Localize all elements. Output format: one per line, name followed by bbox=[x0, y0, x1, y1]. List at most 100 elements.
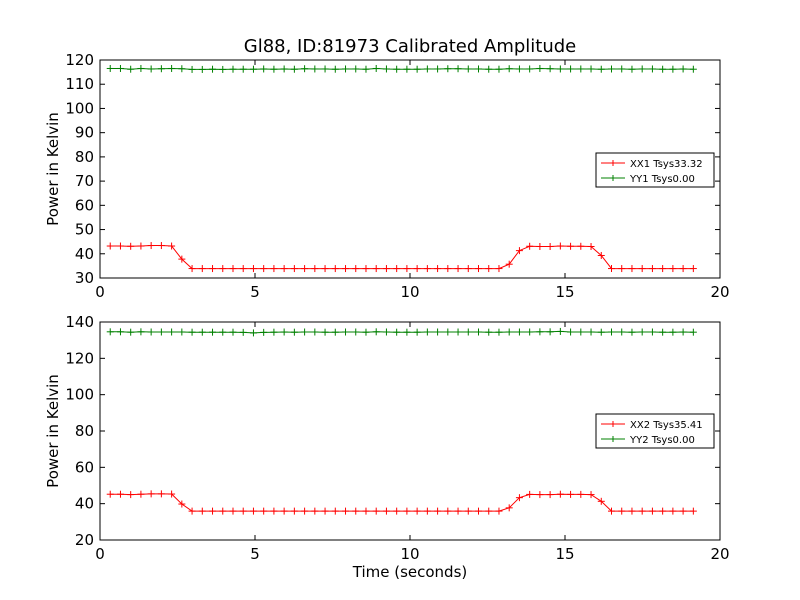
series-line bbox=[110, 330, 694, 334]
data-point bbox=[321, 507, 329, 515]
data-point bbox=[168, 242, 176, 250]
y-tick-label: 110 bbox=[65, 75, 94, 93]
data-point bbox=[280, 65, 288, 73]
data-point bbox=[454, 65, 462, 73]
data-point bbox=[515, 328, 523, 336]
series-xx2 bbox=[106, 490, 697, 515]
data-point bbox=[597, 497, 605, 505]
data-point bbox=[393, 328, 401, 336]
data-point bbox=[249, 507, 257, 515]
series-line bbox=[110, 67, 694, 70]
data-point bbox=[270, 265, 278, 273]
data-point bbox=[515, 247, 523, 255]
subplot-1: 0 5 10 15 20 30 40 50 60 70 80 90 100 110 120 Gl88, ID:… bbox=[44, 36, 730, 301]
data-point bbox=[577, 490, 585, 498]
data-point bbox=[372, 64, 380, 72]
data-point bbox=[342, 265, 350, 273]
x-tick-label: 15 bbox=[555, 545, 574, 563]
x-tick-label: 5 bbox=[250, 283, 260, 301]
data-point bbox=[342, 507, 350, 515]
data-point bbox=[556, 65, 564, 73]
data-point bbox=[393, 65, 401, 73]
data-point bbox=[608, 65, 615, 73]
data-point bbox=[444, 265, 452, 273]
data-point bbox=[290, 65, 298, 73]
legend-entry: YY1 Tsys0.00 bbox=[601, 174, 695, 185]
data-point bbox=[546, 491, 554, 499]
data-point bbox=[577, 242, 585, 250]
data-point bbox=[178, 65, 186, 73]
x-tick-label: 10 bbox=[400, 283, 419, 301]
data-point bbox=[116, 328, 124, 336]
data-point bbox=[689, 507, 697, 515]
data-point bbox=[423, 328, 431, 336]
data-point bbox=[127, 242, 135, 250]
data-point bbox=[423, 265, 431, 273]
data-point bbox=[157, 242, 165, 250]
data-point bbox=[618, 507, 626, 515]
data-point bbox=[198, 65, 206, 73]
legend-label: XX2 Tsys35.41 bbox=[630, 420, 703, 431]
data-point bbox=[587, 328, 595, 336]
data-point bbox=[475, 265, 483, 273]
data-point bbox=[260, 265, 268, 273]
data-point bbox=[464, 328, 472, 336]
data-point bbox=[608, 328, 615, 336]
data-point bbox=[638, 328, 646, 336]
data-point bbox=[116, 64, 124, 72]
data-point bbox=[372, 265, 380, 273]
data-point bbox=[270, 65, 278, 73]
data-point bbox=[454, 507, 462, 515]
data-point bbox=[475, 328, 483, 336]
data-point bbox=[413, 328, 421, 336]
data-point bbox=[137, 490, 145, 498]
data-point bbox=[147, 65, 155, 73]
legend-label: XX1 Tsys33.32 bbox=[630, 159, 703, 170]
chart-title: Gl88, ID:81973 Calibrated Amplitude bbox=[244, 36, 577, 57]
data-point bbox=[669, 507, 677, 515]
data-point bbox=[556, 490, 564, 498]
data-point bbox=[618, 328, 626, 336]
data-point bbox=[526, 65, 534, 73]
y-tick-label: 70 bbox=[75, 172, 94, 190]
data-point bbox=[587, 243, 595, 251]
data-point bbox=[393, 265, 401, 273]
data-point bbox=[362, 65, 370, 73]
legend-entry: YY2 Tsys0.00 bbox=[601, 435, 695, 446]
data-point bbox=[342, 65, 350, 73]
data-point bbox=[659, 507, 667, 515]
x-tick-label: 0 bbox=[95, 545, 105, 563]
data-point bbox=[618, 65, 626, 73]
data-point bbox=[260, 507, 268, 515]
legend: XX2 Tsys35.41 YY2 Tsys0.00 bbox=[595, 413, 715, 449]
data-point bbox=[188, 328, 196, 336]
y-tick-label: 120 bbox=[65, 349, 94, 367]
data-point bbox=[567, 490, 575, 498]
data-point bbox=[495, 507, 503, 515]
data-point bbox=[587, 65, 595, 73]
data-point bbox=[526, 242, 534, 250]
data-point bbox=[147, 242, 155, 250]
data-point bbox=[628, 65, 636, 73]
legend-box bbox=[595, 152, 715, 188]
data-point bbox=[648, 265, 656, 273]
y-tick-label: 100 bbox=[65, 386, 94, 404]
data-point bbox=[679, 507, 687, 515]
data-point bbox=[280, 328, 288, 336]
data-point bbox=[157, 328, 165, 336]
data-point bbox=[106, 490, 114, 498]
data-point bbox=[362, 507, 370, 515]
data-point bbox=[331, 328, 339, 336]
data-point bbox=[587, 491, 595, 499]
data-point bbox=[290, 265, 298, 273]
y-tick-label: 50 bbox=[75, 221, 94, 239]
data-point bbox=[147, 328, 155, 336]
y-tick-label: 40 bbox=[75, 245, 94, 263]
data-point bbox=[628, 328, 636, 336]
data-point bbox=[106, 242, 114, 250]
data-point bbox=[219, 265, 227, 273]
data-point bbox=[434, 328, 442, 336]
y-tick-label: 30 bbox=[75, 269, 94, 287]
data-point bbox=[137, 242, 145, 250]
data-point bbox=[464, 65, 472, 73]
